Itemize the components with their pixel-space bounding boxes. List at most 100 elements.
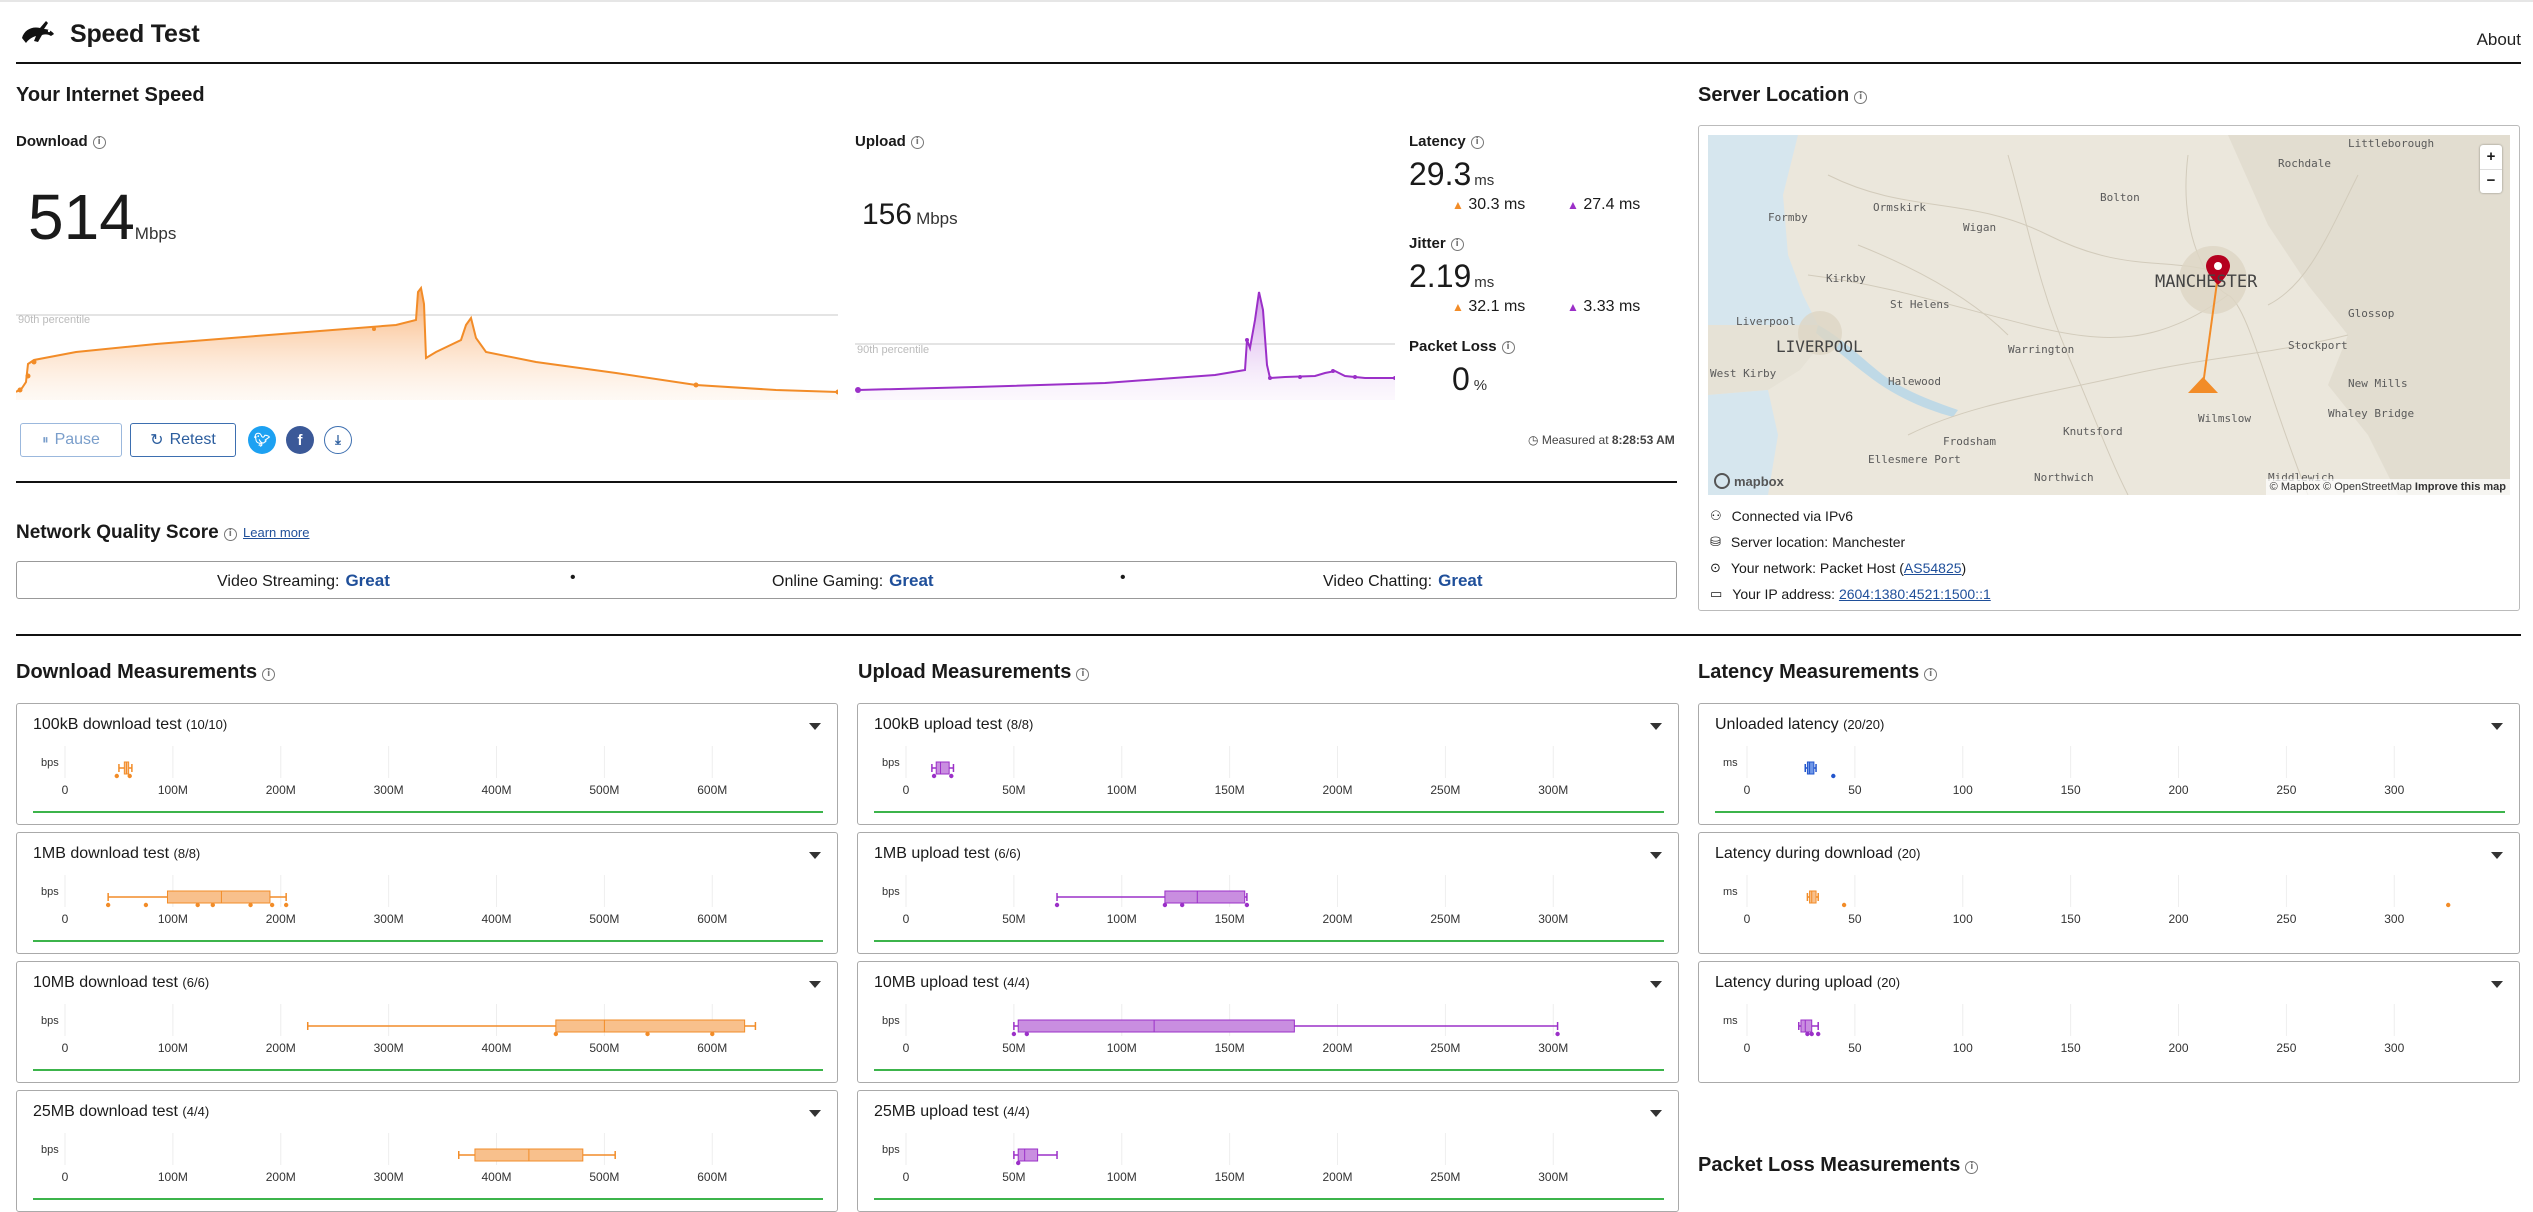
measurement-card[interactable]: 1MB upload test (6/6) bps 0 50M 100M 150M 200M… xyxy=(857,832,1679,954)
data-point xyxy=(1809,1031,1814,1037)
measurement-card[interactable]: Latency during upload (20) ms 0 50 100 150 200… xyxy=(1698,961,2520,1083)
measurement-card[interactable]: 10MB download test (6/6) bps 0 100M 200M 300M… xyxy=(16,961,838,1083)
info-icon[interactable]: i xyxy=(1501,341,1515,354)
map[interactable]: MANCHESTER LIVERPOOL Littleborough Rochd… xyxy=(1708,135,2510,495)
tick-label: 200M xyxy=(266,1041,296,1055)
info-icon[interactable]: i xyxy=(223,528,237,541)
tick-label: 600M xyxy=(697,783,727,797)
zoom-out-button[interactable]: − xyxy=(2486,172,2496,189)
header: Speed Test About xyxy=(16,14,2521,64)
map-label-frodsham: Frodsham xyxy=(1943,435,1996,448)
measurement-card-title: Latency during upload (20) xyxy=(1715,974,1901,991)
improve-map-link[interactable]: Improve this map xyxy=(2414,481,2506,493)
osm-attribution-link[interactable]: © OpenStreetMap xyxy=(2323,481,2412,493)
card-icon: ▭ xyxy=(1710,586,1723,601)
axis-unit-label: bps xyxy=(41,1144,59,1156)
expand-caret-icon[interactable] xyxy=(809,723,821,730)
expand-caret-icon[interactable] xyxy=(2491,981,2503,988)
axis-unit-label: bps xyxy=(41,886,59,898)
jitter-value: 2.19 ms xyxy=(1409,258,1495,294)
about-link[interactable]: About xyxy=(2476,30,2521,49)
network-quality-box: Video Streaming: Great • Online Gaming: Gr… xyxy=(16,561,1677,599)
data-point xyxy=(283,902,289,908)
server-icon: ⛁ xyxy=(1710,534,1721,549)
measurement-card[interactable]: Latency during download (20) ms 0 50 100 150 2… xyxy=(1698,832,2520,954)
info-icon[interactable]: i xyxy=(1965,1161,1979,1174)
expand-caret-icon[interactable] xyxy=(1650,1110,1662,1117)
measurement-card[interactable]: 25MB download test (4/4) bps 0 100M 200M 300M… xyxy=(16,1090,838,1212)
tick-label: 0 xyxy=(1744,1041,1751,1055)
info-icon[interactable]: i xyxy=(1924,668,1938,681)
map-label-ormskirk: Ormskirk xyxy=(1873,201,1926,214)
ip-link[interactable]: 2604:1380:4521:1500::1 xyxy=(1838,586,1991,602)
expand-caret-icon[interactable] xyxy=(1650,852,1662,859)
info-icon[interactable]: i xyxy=(1854,91,1868,104)
expand-caret-icon[interactable] xyxy=(2491,852,2503,859)
info-icon[interactable]: i xyxy=(262,668,276,681)
measurement-card[interactable]: 100kB upload test (8/8) bps 0 50M 100M 150M 20… xyxy=(857,703,1679,825)
tick-label: 500M xyxy=(589,783,619,797)
info-icon[interactable]: i xyxy=(92,136,106,149)
pause-button[interactable]: ⏸ Pause xyxy=(20,423,122,457)
axis-unit-label: bps xyxy=(882,1015,900,1027)
upload-speed-chart xyxy=(855,291,1395,400)
box-plot: bps 0 100M 200M 300M 400M 500M 600M xyxy=(33,1133,823,1200)
tick-label: 200 xyxy=(2168,1041,2188,1055)
download-results-button[interactable]: ⤓ xyxy=(324,426,352,454)
zoom-in-button[interactable]: + xyxy=(2480,145,2502,170)
retest-button[interactable]: ↻ Retest xyxy=(130,423,236,457)
network-info: ⊙ Your network: Packet Host (AS54825) xyxy=(1710,560,1967,576)
measurement-card[interactable]: 25MB upload test (4/4) bps 0 50M 100M 150M 200… xyxy=(857,1090,1679,1212)
latency-label: Latency i xyxy=(1409,133,1484,150)
asn-link[interactable]: AS54825 xyxy=(1903,560,1962,576)
expand-caret-icon[interactable] xyxy=(1650,723,1662,730)
mapbox-logo[interactable]: mapbox xyxy=(1714,473,1784,489)
learn-more-link[interactable]: Learn more xyxy=(243,525,310,540)
expand-caret-icon[interactable] xyxy=(809,1110,821,1117)
upload-measurements-title: Upload Measurements i xyxy=(858,661,1090,684)
server-location-panel: MANCHESTER LIVERPOOL Littleborough Rochd… xyxy=(1698,125,2520,611)
tick-label: 600M xyxy=(697,1170,727,1184)
data-point xyxy=(1805,1031,1810,1037)
info-icon[interactable]: i xyxy=(1470,136,1484,149)
tick-label: 300M xyxy=(374,783,404,797)
section-divider xyxy=(16,481,1677,483)
measurement-card-title: 10MB upload test (4/4) xyxy=(874,974,1030,991)
data-point xyxy=(931,773,937,779)
refresh-icon: ↻ xyxy=(150,432,164,449)
info-icon[interactable]: i xyxy=(910,136,924,149)
tick-label: 100 xyxy=(1953,1041,1973,1055)
jitter-upload: ▲ 3.33 ms xyxy=(1567,298,1641,315)
expand-caret-icon[interactable] xyxy=(809,981,821,988)
expand-caret-icon[interactable] xyxy=(2491,723,2503,730)
twitter-share-button[interactable]: 🐦︎ xyxy=(248,426,276,454)
info-icon[interactable]: i xyxy=(1450,238,1464,251)
expand-caret-icon[interactable] xyxy=(1650,981,1662,988)
measurement-card[interactable]: 100kB download test (10/10) bps 0 100M 200M 3… xyxy=(16,703,838,825)
download-percentile-label: 90th percentile xyxy=(18,314,91,326)
download-person-icon: ▲ xyxy=(1452,300,1464,314)
mapbox-icon xyxy=(1714,473,1730,489)
facebook-share-button[interactable]: f xyxy=(286,426,314,454)
measurement-card[interactable]: 1MB download test (8/8) bps 0 100M 200M 300M 4… xyxy=(16,832,838,954)
network-tree-icon: ⚇ xyxy=(1710,508,1722,523)
measurement-card[interactable]: 10MB upload test (4/4) bps 0 50M 100M 150M 200… xyxy=(857,961,1679,1083)
map-label-halewood: Halewood xyxy=(1888,375,1941,388)
data-point xyxy=(114,773,119,779)
tick-label: 0 xyxy=(1744,783,1751,797)
tick-label: 250M xyxy=(1430,1170,1460,1184)
download-speed-chart xyxy=(16,285,838,400)
info-icon[interactable]: i xyxy=(1076,668,1090,681)
box-plot: bps 0 100M 200M 300M 400M 500M 600M xyxy=(33,1004,823,1071)
tick-label: 300 xyxy=(2384,783,2404,797)
mapbox-attribution-link[interactable]: © Mapbox xyxy=(2269,481,2320,493)
upload-person-icon: ▲ xyxy=(1567,300,1579,314)
measurement-card[interactable]: Unloaded latency (20/20) ms 0 50 100 150 200 25… xyxy=(1698,703,2520,825)
rabbit-logo-icon[interactable] xyxy=(18,18,58,48)
tick-label: 0 xyxy=(903,783,910,797)
data-point xyxy=(143,902,149,908)
tick-label: 200M xyxy=(266,783,296,797)
expand-caret-icon[interactable] xyxy=(809,852,821,859)
tick-label: 50M xyxy=(1002,783,1025,797)
tick-label: 150 xyxy=(2061,783,2081,797)
